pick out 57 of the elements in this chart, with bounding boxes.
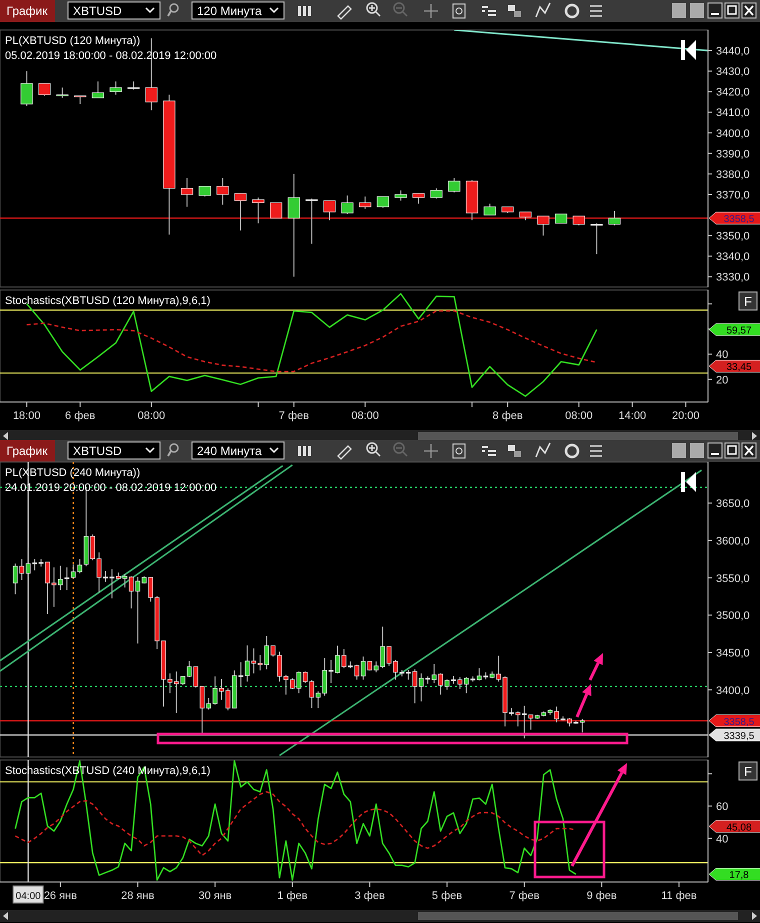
y-tick-label: 3400,0 — [716, 128, 750, 140]
y-tick-label: 3380,0 — [716, 168, 750, 181]
x-tick-label: 8 фев — [492, 410, 523, 422]
y-tick-label: 3330,0 — [716, 272, 750, 284]
y-tick-label: 3440,0 — [716, 46, 750, 58]
x-tick-label: 28 янв — [121, 890, 154, 902]
y-tick-label: 3390,0 — [716, 148, 750, 160]
x-tick-label: 7 фев — [278, 410, 310, 422]
text: График — [6, 4, 48, 18]
x-tick-label: 08:00 — [351, 410, 379, 422]
x-tick-label: 08:00 — [565, 410, 593, 422]
y-tick-label: 40 — [716, 833, 728, 846]
x-tick-label: 26 янв — [44, 890, 78, 902]
y-tick-label: 60 — [716, 801, 728, 814]
y-tick-label: 3600,0 — [716, 535, 750, 548]
text: XBTUSD — [73, 444, 122, 458]
text: F — [744, 294, 752, 309]
y-tick-label: 3350,0 — [716, 230, 750, 243]
x-tick-label: 14:00 — [618, 410, 646, 422]
y-tick-label: 3450,0 — [716, 647, 750, 660]
x-tick-label: 7 фев — [509, 890, 540, 902]
text: График — [6, 444, 48, 458]
ref-line-label: 3358,5 — [724, 716, 755, 728]
y-tick-label: 3650,0 — [716, 498, 750, 510]
y-tick-label: 3550,0 — [716, 572, 750, 585]
y-tick-label: 3500,0 — [716, 610, 750, 622]
x-tick-label: 6 фев — [65, 410, 96, 422]
x-tick-label: 1 фев — [277, 890, 308, 902]
text: 45,08 — [726, 822, 752, 834]
ref-line-label: 3339,5 — [724, 730, 755, 742]
text: XBTUSD — [73, 4, 122, 18]
text: 120 Минута — [197, 4, 262, 18]
text: F — [744, 764, 752, 779]
text: 240 Минута — [197, 444, 262, 458]
ref-line-label: 3358,5 — [724, 214, 755, 226]
text: Stochastics(XBTUSD (120 Минута),9,6,1) — [5, 295, 210, 307]
y-tick-label: 3430,0 — [716, 66, 750, 78]
x-tick-label: 11 фев — [661, 890, 697, 902]
y-tick-label: 3400,0 — [716, 684, 750, 697]
x-tick-label: 20:00 — [672, 410, 700, 422]
x-tick-label: 08:00 — [138, 410, 166, 422]
x-tick-label: 9 фев — [586, 890, 617, 902]
y-tick-label: 40 — [716, 349, 728, 362]
x-tick-label: 3 фев — [354, 890, 385, 902]
y-tick-label: 3420,0 — [716, 86, 750, 99]
x-tick-label: 30 янв — [198, 890, 232, 902]
y-tick-label: 3410,0 — [716, 107, 750, 120]
text: 33,45 — [726, 362, 752, 374]
x-tick-label: 5 фев — [432, 890, 462, 902]
y-tick-label: 3370,0 — [716, 189, 750, 202]
y-tick-label: 20 — [716, 374, 728, 386]
text: 17,8 — [729, 870, 750, 882]
chart-title: PL(XBTUSD (120 Минута)) — [5, 35, 140, 47]
ref-line-label: 04:00 — [16, 891, 42, 902]
x-tick-label: 18:00 — [12, 410, 40, 422]
text: 59,57 — [726, 326, 752, 337]
y-tick-label: 3340,0 — [716, 251, 750, 264]
